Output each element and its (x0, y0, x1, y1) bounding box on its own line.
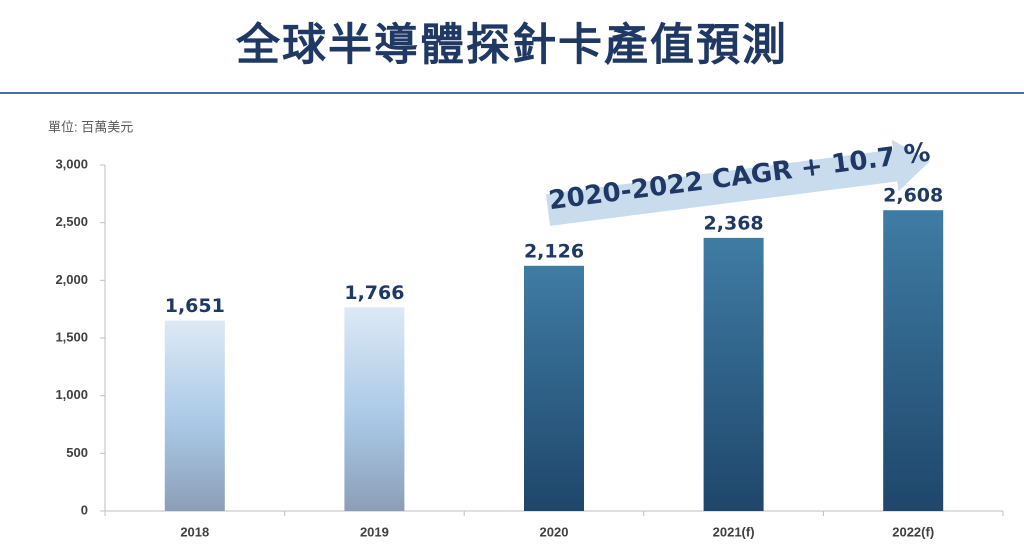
x-tick-label: 2021(f) (713, 524, 755, 539)
value-label: 2,368 (704, 212, 764, 234)
y-tick-label: 0 (81, 502, 88, 517)
value-label: 2,608 (883, 185, 943, 207)
bar (703, 237, 764, 511)
y-tick-label: 3,000 (55, 156, 88, 171)
value-label: 2,126 (524, 240, 584, 262)
title-rule (0, 92, 1024, 94)
bar (164, 320, 225, 511)
x-tick-label: 2020 (540, 524, 569, 539)
bar (883, 210, 944, 511)
y-tick-label: 1,000 (55, 387, 88, 402)
x-tick-label: 2019 (360, 524, 389, 539)
x-tick-label: 2018 (180, 524, 209, 539)
y-tick-label: 500 (66, 445, 88, 460)
x-tick-label: 2022(f) (892, 524, 934, 539)
y-tick-label: 2,500 (55, 214, 88, 229)
value-label: 1,651 (165, 295, 225, 317)
y-tick-label: 1,500 (55, 329, 88, 344)
value-label: 1,766 (344, 282, 404, 304)
unit-label: 單位: 百萬美元 (48, 119, 133, 134)
chart-title: 全球半導體探針卡產值預測 (235, 20, 788, 70)
arrow-shape (545, 139, 930, 226)
bar (524, 265, 584, 511)
y-tick-label: 2,000 (55, 272, 88, 287)
bar (344, 307, 405, 511)
